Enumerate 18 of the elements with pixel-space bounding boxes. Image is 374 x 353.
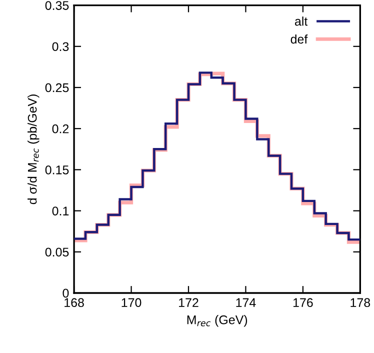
y-tick-label: 0.3	[52, 42, 69, 52]
x-tick-label: 170	[122, 298, 142, 308]
x-tick-label: 176	[293, 298, 313, 308]
x-tick-label: 174	[236, 298, 256, 307]
x-tick-label: 168	[64, 298, 84, 308]
y-tick-label: 0.25	[45, 83, 69, 92]
y-tick-label: 0.15	[45, 165, 69, 174]
y-axis-title: d σ/d M$_{rec}$ (pb/GeV)	[28, 94, 40, 204]
y-tick-label: 0.2	[52, 124, 69, 134]
y-tick-label: 0.1	[52, 206, 69, 216]
y-tick-label: 0.05	[45, 248, 69, 257]
x-tick-label: 172	[179, 298, 198, 307]
y-tick-label: 0.35	[45, 1, 69, 10]
x-axis-title: M$_{rec}$ (GeV)	[187, 315, 248, 327]
x-tick-label: 178	[350, 298, 370, 308]
legend-label: alt	[294, 16, 308, 26]
y-tick-label: 0	[62, 288, 69, 298]
legend-label: def	[290, 34, 308, 44]
